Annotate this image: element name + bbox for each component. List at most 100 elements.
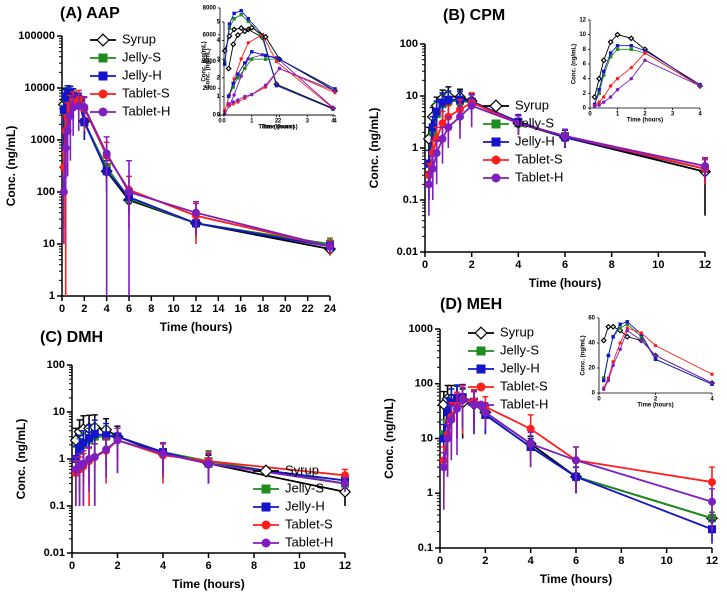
y-tick-label: 4	[583, 76, 587, 82]
x-tick-label: 2	[469, 259, 475, 271]
x-tick-label: 4	[160, 560, 167, 572]
marker	[608, 54, 613, 59]
marker	[226, 94, 231, 99]
legend-label: Jelly-S	[122, 49, 161, 64]
marker	[597, 103, 601, 107]
marker	[250, 57, 254, 61]
x-tick-label: 0	[437, 555, 443, 567]
y-tick-label: 1	[412, 142, 418, 154]
marker	[90, 453, 99, 462]
marker	[615, 87, 620, 92]
x-tick-label: 2	[643, 112, 647, 118]
marker	[643, 58, 647, 63]
marker	[98, 89, 108, 99]
legend-label: Syrup	[122, 31, 156, 46]
y-tick-label: 10	[579, 32, 586, 38]
y-tick-label: 10000	[24, 82, 55, 94]
marker	[98, 53, 108, 63]
marker	[80, 103, 89, 112]
marker	[698, 84, 702, 88]
marker	[192, 208, 200, 217]
marker	[227, 22, 232, 26]
marker	[514, 119, 523, 128]
marker	[653, 357, 658, 361]
y-tick-label: 4	[217, 38, 221, 44]
x-tick-label: 2	[81, 303, 87, 315]
marker	[326, 242, 334, 251]
marker	[232, 11, 236, 16]
x-tick-label: 12	[706, 555, 718, 567]
marker	[572, 456, 580, 465]
marker	[625, 328, 629, 333]
marker	[561, 132, 569, 141]
marker	[75, 444, 84, 453]
y-tick-label: 1	[59, 453, 65, 465]
y-axis-label: Conc. (ng/mL)	[367, 108, 381, 189]
marker	[447, 415, 456, 424]
marker	[259, 464, 273, 478]
marker	[629, 43, 633, 48]
marker	[246, 17, 250, 21]
marker	[239, 57, 243, 61]
marker	[250, 50, 254, 54]
x-tick-label: 0	[59, 303, 65, 315]
y-axis-label: Conc. (ng/mL)	[4, 126, 18, 207]
legend-label: Jelly-S	[285, 480, 324, 495]
marker	[333, 89, 337, 93]
marker	[489, 99, 503, 113]
marker	[453, 404, 461, 413]
x-tick-label: 3	[671, 112, 675, 118]
marker	[61, 144, 70, 153]
x-tick-label: 0	[222, 119, 226, 125]
x-tick-label: 0	[588, 112, 592, 118]
chart-title: (A) AAP	[60, 5, 120, 22]
x-tick-label: 4	[710, 397, 714, 403]
legend-label: Syrup	[515, 97, 549, 112]
y-tick-label: 0.01	[44, 547, 65, 559]
marker	[639, 331, 644, 335]
marker	[261, 520, 271, 530]
x-axis-label: Time (hours)	[172, 577, 244, 591]
x-tick-label: 10	[293, 560, 305, 572]
marker	[85, 433, 94, 442]
marker	[98, 71, 108, 81]
marker	[96, 33, 110, 47]
y-tick-label: 0	[583, 106, 587, 112]
y-tick-label: 1	[49, 290, 55, 302]
y-tick-label: 60	[588, 316, 595, 322]
x-axis-label: Time (hours)	[261, 125, 297, 131]
marker	[639, 338, 644, 343]
marker	[234, 31, 241, 39]
marker	[607, 38, 614, 46]
x-tick-label: 2	[654, 397, 658, 403]
x-tick-label: 1	[250, 119, 254, 125]
marker	[625, 326, 629, 330]
marker	[231, 26, 238, 33]
series-line	[603, 327, 713, 389]
marker	[602, 387, 606, 391]
legend-label: Syrup	[500, 324, 534, 339]
marker	[618, 341, 622, 345]
x-tick-label: 10	[652, 259, 664, 271]
x-tick-label: 10	[661, 555, 673, 567]
legend-label: Tablet-S	[122, 85, 170, 100]
series-line	[594, 34, 701, 98]
marker	[476, 346, 486, 356]
series-line	[594, 59, 701, 107]
legend-label: Tablet-H	[285, 534, 333, 549]
y-tick-label: 10	[421, 432, 433, 444]
y-axis-label: Conc. (ng/mL)	[202, 41, 208, 81]
marker	[443, 408, 452, 417]
marker	[439, 463, 448, 472]
marker	[615, 43, 620, 48]
marker	[263, 53, 268, 58]
series-line	[603, 321, 713, 385]
x-tick-label: 0	[69, 560, 75, 572]
marker	[628, 35, 635, 42]
legend-label: Jelly-S	[500, 342, 539, 357]
marker	[592, 104, 597, 109]
y-tick-label: 20	[588, 366, 595, 372]
marker	[639, 335, 644, 339]
marker	[239, 12, 243, 17]
